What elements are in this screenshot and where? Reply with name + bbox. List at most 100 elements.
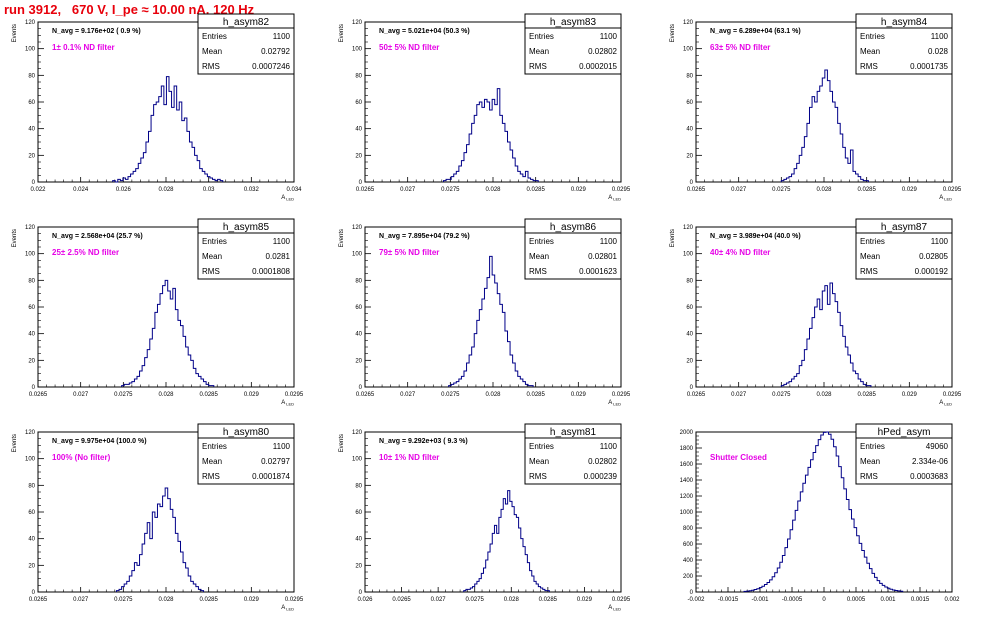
x-tick-label: 0.0295 [612,597,631,603]
x-tick-label: 0.027 [731,187,747,193]
histogram-name: h_asym85 [223,222,270,233]
stats-value: 0.02792 [261,47,290,56]
y-tick-label: 20 [28,358,35,364]
y-tick-label: 100 [25,457,36,463]
x-tick-label: 0.0285 [857,187,876,193]
histogram-name: h_asym84 [881,17,928,28]
filter-annotation: 79± 5% ND filter [379,248,439,257]
x-tick-label: 0.001 [880,597,896,603]
y-tick-label: 20 [355,563,362,569]
stats-value: 1100 [600,237,618,246]
filter-annotation: 100% (No filter) [52,453,111,462]
stats-value: 0.0281 [266,252,291,261]
y-tick-label: 600 [683,542,694,548]
y-tick-label: 80 [355,278,362,284]
x-tick-label: 0.0285 [526,392,545,398]
y-tick-label: 80 [686,278,693,284]
x-axis-label: ALED [608,195,621,202]
stats-value: 0.02805 [919,252,948,261]
navg-label: N_avg = 7.895e+04 (79.2 %) [379,233,470,240]
x-tick-label: 0.0265 [392,597,411,603]
x-axis-label: ALED [281,400,294,407]
histogram-line [780,69,869,182]
stats-label: RMS [202,62,220,71]
x-tick-label: 0.0265 [356,392,375,398]
stats-value: 0.000192 [915,267,949,276]
y-tick-label: 1600 [680,462,694,468]
stats-label: Entries [529,442,554,451]
x-tick-label: -0.001 [751,597,769,603]
histogram-line [780,282,872,387]
x-tick-label: 0.027 [400,187,416,193]
x-tick-label: 0.028 [485,187,501,193]
x-tick-label: 0.0295 [943,187,962,193]
stats-label: RMS [529,267,547,276]
stats-label: Mean [202,252,222,261]
y-tick-label: 60 [355,305,362,311]
x-tick-label: 0.027 [731,392,747,398]
x-tick-label: 0.0265 [356,187,375,193]
histogram-name: h_asym86 [550,222,597,233]
histogram-panel-h_asym84: 0.0265 0.027 0.0275 0.028 0.0285 0.029 0.0295 0… [670,13,962,202]
y-tick-label: 0 [690,385,694,391]
histogram-name: h_asym80 [223,427,270,438]
stats-box [855,423,953,485]
y-tick-label: 80 [28,483,35,489]
stats-label: Entries [860,237,885,246]
stats-value: 0.028 [928,47,949,56]
y-tick-label: 800 [683,526,694,532]
x-tick-label: 0.0295 [612,187,631,193]
stats-value: 0.02802 [588,457,617,466]
y-tick-label: 20 [686,153,693,159]
histogram-panel-h_asym80: 0.0265 0.027 0.0275 0.028 0.0285 0.029 0.0295 0… [12,423,304,612]
x-tick-label: 0.028 [485,392,501,398]
x-tick-label: 0.027 [431,597,447,603]
y-tick-label: 200 [683,574,694,580]
y-tick-label: 100 [352,252,363,258]
y-tick-label: 0 [690,590,694,596]
stats-box [855,218,953,280]
stats-value: 0.02797 [261,457,290,466]
y-tick-label: 120 [352,225,363,231]
x-tick-label: 0.0005 [847,597,866,603]
stats-value: 1100 [600,442,618,451]
y-tick-label: 120 [683,20,694,26]
filter-annotation: 63± 5% ND filter [710,43,770,52]
histogram-panel-h_asym85: 0.0265 0.027 0.0275 0.028 0.0285 0.029 0.0295 0… [12,218,304,407]
y-tick-label: 40 [28,127,35,133]
y-tick-label: 120 [683,225,694,231]
stats-value: 0.000239 [584,472,618,481]
stats-box [855,13,953,75]
y-tick-label: 100 [352,457,363,463]
stats-value: 0.0001623 [579,267,617,276]
x-tick-label: 0.0275 [466,597,485,603]
y-tick-label: 0 [359,385,363,391]
x-tick-label: 0.034 [286,187,302,193]
y-tick-label: 120 [25,430,36,436]
histogram-panel-h_asym86: 0.0265 0.027 0.0275 0.028 0.0285 0.029 0.0295 0… [339,218,631,407]
y-tick-label: 0 [690,180,694,186]
x-tick-label: 0.0285 [526,187,545,193]
y-tick-label: 20 [686,358,693,364]
y-tick-label: 1000 [680,510,694,516]
x-tick-label: 0.0295 [612,392,631,398]
x-tick-label: 0.0285 [199,392,218,398]
x-tick-label: 0.028 [158,597,174,603]
x-tick-label: 0.0285 [199,597,218,603]
histogram-line [121,279,215,387]
x-tick-label: 0 [822,597,826,603]
y-tick-label: 40 [355,537,362,543]
x-tick-label: 0.029 [902,187,918,193]
y-tick-label: 120 [25,20,36,26]
x-tick-label: -0.0005 [782,597,803,603]
y-tick-label: 80 [355,73,362,79]
x-axis-label: ALED [939,400,952,407]
histogram-name: hPed_asym [878,427,931,438]
y-tick-label: 60 [686,100,693,106]
stats-box [197,13,295,75]
stats-label: Mean [860,252,880,261]
navg-label: N_avg = 5.021e+04 (50.3 %) [379,28,470,35]
x-tick-label: 0.0285 [539,597,558,603]
stats-value: 0.0001808 [252,267,290,276]
x-tick-label: 0.029 [577,597,593,603]
